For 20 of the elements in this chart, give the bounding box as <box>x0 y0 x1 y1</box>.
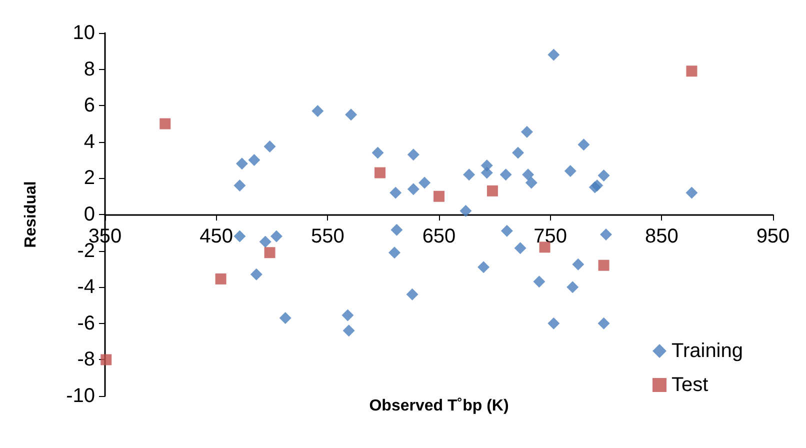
x-tick-label: 850 <box>644 226 678 248</box>
y-tick-label: 8 <box>84 58 95 80</box>
x-tick-label: 650 <box>422 226 456 248</box>
y-tick-label: 0 <box>84 204 95 226</box>
y-tick-label: -6 <box>77 312 95 334</box>
y-tick-label: 4 <box>84 130 95 153</box>
x-tick-label: 950 <box>756 226 790 248</box>
y-tick-label: -4 <box>77 276 95 298</box>
x-tick-label: 550 <box>310 226 344 248</box>
y-tick-label: 6 <box>84 94 95 117</box>
y-tick-label: 2 <box>84 167 95 190</box>
legend-label: Test <box>671 374 709 396</box>
legend-label: Training <box>671 340 743 362</box>
y-tick-label: 10 <box>72 22 95 44</box>
x-axis-title: Observed T˚bp (K) <box>369 398 509 414</box>
y-axis-title: Residual <box>22 181 40 248</box>
x-tick-label: 450 <box>200 226 234 248</box>
y-tick-label: -10 <box>66 385 95 407</box>
y-tick-label: -8 <box>77 348 95 371</box>
x-tick-label: 750 <box>534 226 568 248</box>
